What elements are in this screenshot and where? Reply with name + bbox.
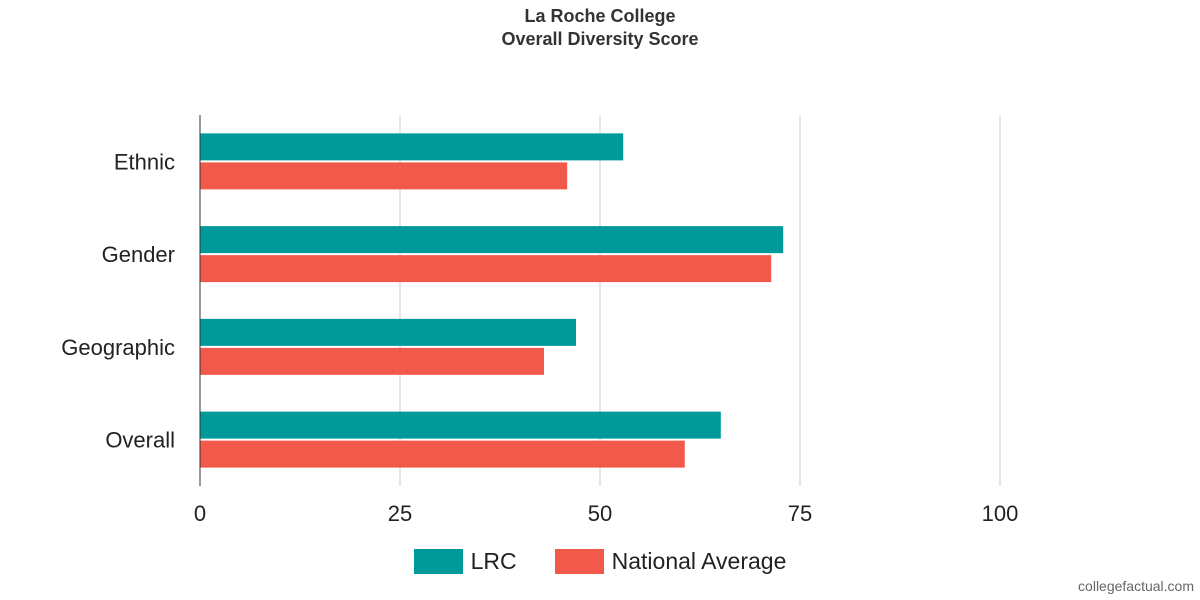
legend-swatch-national-average bbox=[554, 549, 604, 574]
category-label-gender: Gender bbox=[102, 242, 175, 267]
bar-national-average-geographic bbox=[200, 347, 544, 375]
x-tick-label-75: 75 bbox=[788, 501, 812, 526]
bar-national-average-ethnic bbox=[200, 162, 568, 190]
category-label-geographic: Geographic bbox=[61, 335, 175, 360]
x-tick-label-50: 50 bbox=[588, 501, 612, 526]
category-label-overall: Overall bbox=[105, 428, 175, 453]
x-tick-label-25: 25 bbox=[388, 501, 412, 526]
x-tick-label-0: 0 bbox=[194, 501, 206, 526]
chart-title: La Roche College bbox=[524, 6, 676, 26]
bar-lrc-overall bbox=[200, 411, 721, 439]
bar-national-average-overall bbox=[200, 440, 685, 468]
watermark: collegefactual.com bbox=[1078, 578, 1194, 594]
bar-lrc-geographic bbox=[200, 318, 576, 346]
category-label-ethnic: Ethnic bbox=[114, 149, 175, 174]
chart-subtitle: Overall Diversity Score bbox=[501, 29, 699, 49]
legend-label-lrc: LRC bbox=[470, 548, 517, 574]
bar-lrc-ethnic bbox=[200, 133, 624, 161]
legend-swatch-lrc bbox=[413, 549, 463, 574]
legend-item-national-average[interactable]: National Average bbox=[554, 548, 787, 575]
bar-national-average-gender bbox=[200, 255, 772, 283]
legend-item-lrc[interactable]: LRC bbox=[413, 548, 517, 575]
x-tick-label-100: 100 bbox=[982, 501, 1019, 526]
chart-title-block: La Roche College Overall Diversity Score bbox=[0, 5, 1200, 51]
legend-label-national-average: National Average bbox=[611, 548, 787, 574]
legend: LRC National Average bbox=[0, 548, 1200, 575]
bar-lrc-gender bbox=[200, 226, 784, 254]
